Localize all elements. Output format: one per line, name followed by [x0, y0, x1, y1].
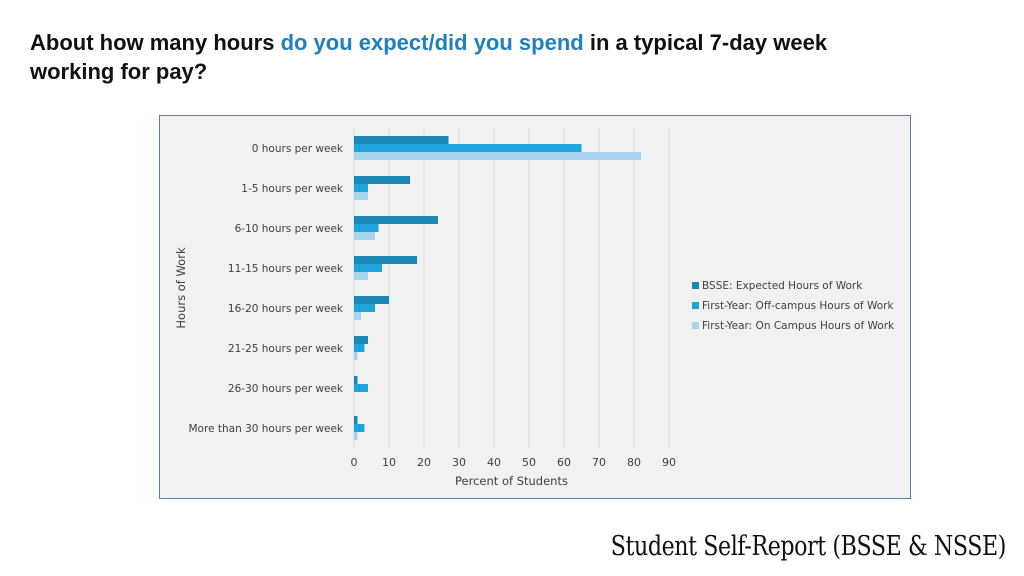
x-tick-label: 20 — [417, 456, 431, 469]
x-tick-label: 10 — [382, 456, 396, 469]
bar — [354, 176, 410, 184]
bar — [354, 344, 365, 352]
x-axis-title: Percent of Students — [455, 474, 568, 488]
x-tick-label: 50 — [522, 456, 536, 469]
bar — [354, 216, 438, 224]
title-part1: About how many hours — [30, 30, 281, 55]
legend-label: BSSE: Expected Hours of Work — [702, 280, 863, 292]
bar — [354, 424, 365, 432]
bar — [354, 184, 368, 192]
legend-label: First-Year: Off-campus Hours of Work — [702, 300, 894, 312]
chart-container: 0 10 20 30 40 50 60 70 80 90 0 hours per week 1-5 h… — [159, 115, 911, 499]
bar — [354, 432, 358, 440]
y-axis-title: Hours of Work — [174, 247, 188, 329]
bar — [354, 232, 375, 240]
title-part2: in a typical 7-day week working for pay? — [30, 30, 828, 84]
y-tick-label: 1-5 hours per week — [241, 183, 344, 195]
x-tick-label: 70 — [592, 456, 606, 469]
bar — [354, 256, 417, 264]
x-tick-label: 60 — [557, 456, 571, 469]
y-tick-label: 6-10 hours per week — [235, 223, 344, 235]
x-tick-label: 30 — [452, 456, 466, 469]
x-tick-label: 40 — [487, 456, 501, 469]
bar — [354, 192, 368, 200]
title-highlight: do you expect/did you spend — [280, 30, 584, 55]
y-tick-label: More than 30 hours per week — [189, 423, 344, 435]
bar — [354, 304, 375, 312]
bar — [354, 296, 389, 304]
bar — [354, 416, 358, 424]
y-tick-label: 26-30 hours per week — [228, 383, 344, 395]
bar — [354, 144, 582, 152]
y-tick-label: 16-20 hours per week — [228, 303, 344, 315]
legend-swatch — [692, 302, 699, 309]
legend-swatch — [692, 282, 699, 289]
legend-label: First-Year: On Campus Hours of Work — [702, 320, 895, 332]
footer-caption: Student Self-Report (BSSE & NSSE) — [610, 531, 1007, 562]
bar — [354, 352, 358, 360]
bar — [354, 272, 368, 280]
x-tick-label: 90 — [662, 456, 676, 469]
y-tick-label: 11-15 hours per week — [228, 263, 344, 275]
bar — [354, 376, 358, 384]
y-tick-label: 21-25 hours per week — [228, 343, 344, 355]
bar-chart: 0 10 20 30 40 50 60 70 80 90 0 hours per week 1-5 h… — [174, 128, 895, 488]
bar — [354, 152, 641, 160]
bar — [354, 336, 368, 344]
page-title: About how many hours do you expect/did y… — [30, 28, 860, 86]
bar — [354, 224, 379, 232]
bar — [354, 264, 382, 272]
y-tick-label: 0 hours per week — [252, 143, 344, 155]
bar — [354, 136, 449, 144]
legend-swatch — [692, 322, 699, 329]
bar — [354, 312, 361, 320]
x-tick-label: 0 — [351, 456, 358, 469]
bar — [354, 384, 368, 392]
x-tick-label: 80 — [627, 456, 641, 469]
